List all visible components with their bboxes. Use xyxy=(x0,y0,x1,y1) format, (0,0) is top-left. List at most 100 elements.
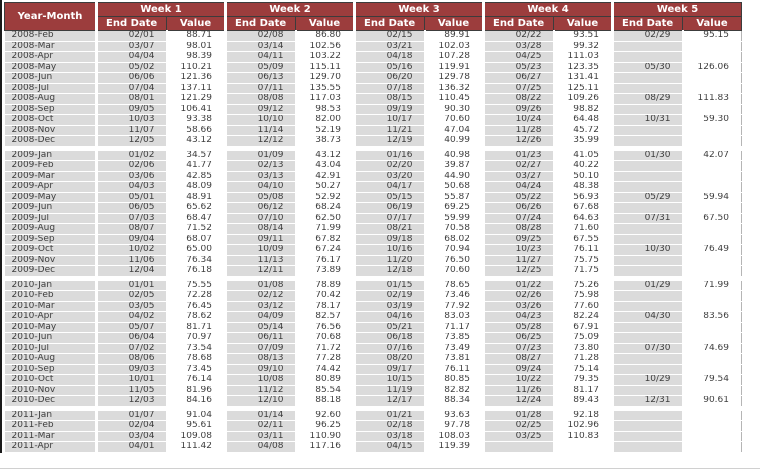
end-date-cell: 03/12 xyxy=(224,301,297,312)
end-date-cell: 03/28 xyxy=(482,41,555,52)
end-date-cell: 05/21 xyxy=(353,322,426,333)
row-label: 2008-May xyxy=(4,62,97,73)
end-date-cell: 06/25 xyxy=(482,332,555,344)
row-label: 2010-Jan xyxy=(4,275,97,291)
week-header-row: Year-Month Week 1 Week 2 Week 3 Week 4 Week … xyxy=(4,2,742,31)
end-date-cell: 01/23 xyxy=(482,145,555,161)
value-cell: 38.73 xyxy=(295,135,355,149)
end-date-cell: 04/10 xyxy=(224,181,297,193)
value-cell: 93.38 xyxy=(166,114,226,126)
value-cell: 102.96 xyxy=(553,420,613,432)
table-row: 2009-Feb 02/06 41.77 02/13 43.04 02/20 39.87 02… xyxy=(4,160,742,172)
value-cell: 117.03 xyxy=(295,93,355,105)
value-cell: 76.49 xyxy=(682,244,742,256)
value-cell: 98.39 xyxy=(166,51,226,63)
header-week1-end-date: End Date xyxy=(95,16,167,31)
value-cell xyxy=(682,171,742,182)
table-row: 2010-Jul 07/02 73.54 07/09 71.72 07/16 73.49 07… xyxy=(4,343,742,354)
value-cell: 42.07 xyxy=(682,145,742,161)
value-cell: 73.89 xyxy=(295,265,355,279)
header-week3-value: Value xyxy=(424,16,484,31)
value-cell: 42.91 xyxy=(295,171,355,182)
end-date-cell: 08/15 xyxy=(353,93,426,105)
value-cell: 50.68 xyxy=(424,181,484,193)
value-cell: 59.94 xyxy=(682,192,742,203)
value-cell: 73.45 xyxy=(166,364,226,375)
value-cell xyxy=(682,364,742,375)
end-date-cell: 03/19 xyxy=(353,301,426,312)
row-label: 2010-Sep xyxy=(4,364,97,375)
value-cell xyxy=(682,301,742,312)
end-date-cell: 03/26 xyxy=(482,301,555,312)
table-row: 2008-Oct 10/03 93.38 10/10 82.00 10/17 70.60 10… xyxy=(4,114,742,126)
value-cell xyxy=(682,405,742,421)
value-cell: 115.11 xyxy=(295,62,355,73)
value-cell: 125.11 xyxy=(553,83,613,94)
value-cell xyxy=(682,234,742,245)
end-date-cell: 11/21 xyxy=(353,125,426,136)
end-date-cell xyxy=(611,290,684,302)
value-cell: 43.12 xyxy=(295,145,355,161)
year-group-2008: 2008-Feb 02/01 88.71 02/08 86.80 02/15 89.91 02… xyxy=(4,30,742,149)
end-date-cell: 08/08 xyxy=(224,93,297,105)
value-cell: 71.72 xyxy=(295,343,355,354)
end-date-cell: 11/07 xyxy=(95,125,168,136)
row-label: 2008-Oct xyxy=(4,114,97,126)
value-cell: 80.89 xyxy=(295,374,355,386)
value-cell xyxy=(682,83,742,94)
header-week5: Week 5 xyxy=(611,2,742,17)
value-cell: 97.78 xyxy=(424,420,484,432)
header-week4-value: Value xyxy=(553,16,613,31)
table-row: 2011-Feb 02/04 95.61 02/11 96.25 02/18 97.78 02… xyxy=(4,420,742,432)
value-cell: 81.71 xyxy=(166,322,226,333)
table-header: Year-Month Week 1 Week 2 Week 3 Week 4 Week … xyxy=(4,2,742,31)
end-date-cell: 01/14 xyxy=(224,405,297,421)
end-date-cell: 02/12 xyxy=(224,290,297,302)
value-cell: 77.92 xyxy=(424,301,484,312)
end-date-cell: 02/08 xyxy=(224,30,297,42)
value-cell: 75.09 xyxy=(553,332,613,344)
end-date-cell: 10/24 xyxy=(482,114,555,126)
value-cell: 88.71 xyxy=(166,30,226,42)
value-cell: 70.97 xyxy=(166,332,226,344)
value-cell: 75.75 xyxy=(553,255,613,266)
value-cell: 110.45 xyxy=(424,93,484,105)
end-date-cell: 04/02 xyxy=(95,311,168,323)
end-date-cell: 07/25 xyxy=(482,83,555,94)
end-date-cell: 03/21 xyxy=(353,41,426,52)
end-date-cell: 01/21 xyxy=(353,405,426,421)
value-cell: 121.29 xyxy=(166,93,226,105)
end-date-cell: 01/28 xyxy=(482,405,555,421)
row-label: 2009-Oct xyxy=(4,244,97,256)
end-date-cell: 08/01 xyxy=(95,93,168,105)
table-row: 2010-Oct 10/01 76.14 10/08 80.89 10/15 80.85 10… xyxy=(4,374,742,386)
end-date-cell: 12/18 xyxy=(353,265,426,279)
header-week4: Week 4 xyxy=(482,2,613,17)
value-cell: 43.12 xyxy=(166,135,226,149)
end-date-cell: 02/13 xyxy=(224,160,297,172)
end-date-cell: 08/20 xyxy=(353,353,426,365)
end-date-cell: 02/06 xyxy=(95,160,168,172)
value-cell: 40.22 xyxy=(553,160,613,172)
value-cell: 45.72 xyxy=(553,125,613,136)
end-date-cell: 02/20 xyxy=(353,160,426,172)
value-cell: 123.35 xyxy=(553,62,613,73)
value-cell xyxy=(553,441,613,453)
end-date-cell: 04/18 xyxy=(353,51,426,63)
value-cell: 48.91 xyxy=(166,192,226,203)
end-date-cell: 03/07 xyxy=(95,41,168,52)
end-date-cell: 10/08 xyxy=(224,374,297,386)
end-date-cell: 06/20 xyxy=(353,72,426,84)
end-date-cell: 09/24 xyxy=(482,364,555,375)
table-row: 2008-Apr 04/04 98.39 04/11 103.22 04/18 107.28… xyxy=(4,51,742,63)
header-week5-end-date: End Date xyxy=(611,16,683,31)
value-cell: 90.61 xyxy=(682,395,742,409)
end-date-cell: 02/29 xyxy=(611,30,684,42)
end-date-cell xyxy=(611,104,684,115)
table-row: 2008-Dec 12/05 43.12 12/12 38.73 12/19 40.99 12… xyxy=(4,135,742,149)
end-date-cell: 12/24 xyxy=(482,395,555,409)
end-date-cell: 11/06 xyxy=(95,255,168,266)
value-cell: 73.49 xyxy=(424,343,484,354)
row-label: 2010-Jul xyxy=(4,343,97,354)
end-date-cell xyxy=(611,202,684,214)
